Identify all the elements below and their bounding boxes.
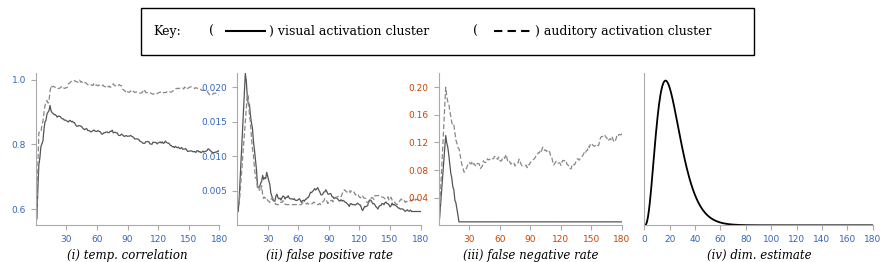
Text: ) visual activation cluster: ) visual activation cluster <box>268 25 429 38</box>
Text: (ii) false positive rate: (ii) false positive rate <box>266 249 392 262</box>
Text: ) auditory activation cluster: ) auditory activation cluster <box>535 25 711 38</box>
Text: (: ( <box>472 25 477 38</box>
Text: (iii) false negative rate: (iii) false negative rate <box>462 249 598 262</box>
Text: Key:: Key: <box>153 25 181 38</box>
FancyBboxPatch shape <box>140 8 754 55</box>
Text: (iv) dim. estimate: (iv) dim. estimate <box>706 249 810 262</box>
Text: (i) temp. correlation: (i) temp. correlation <box>67 249 187 262</box>
Text: (: ( <box>209 25 215 38</box>
